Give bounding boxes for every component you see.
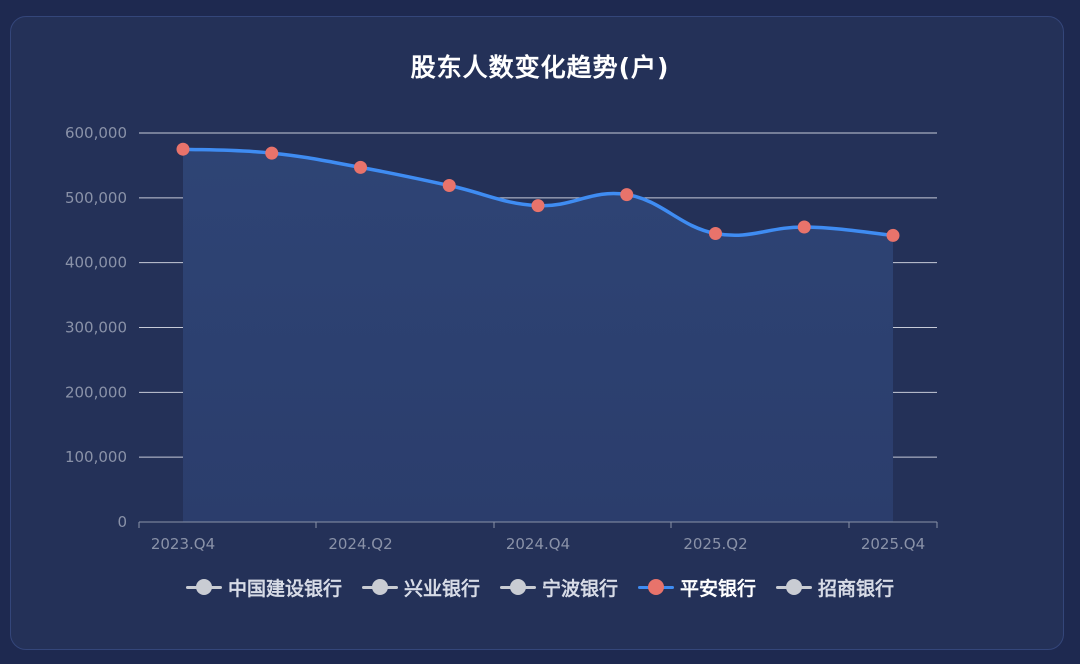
x-tick-label: 2024.Q2 — [328, 535, 392, 553]
legend-label: 招商银行 — [818, 577, 895, 600]
legend-marker-icon — [499, 578, 536, 596]
data-point — [886, 228, 900, 242]
data-point — [797, 220, 811, 234]
legend-label: 平安银行 — [680, 577, 757, 600]
x-tick-label: 2023.Q4 — [151, 535, 215, 553]
x-tick-label: 2025.Q4 — [861, 535, 925, 553]
x-tick-label: 2025.Q2 — [683, 535, 747, 553]
data-point — [620, 188, 634, 202]
y-tick-label: 500,000 — [65, 189, 127, 207]
legend-item[interactable]: 中国建设银行 — [185, 574, 342, 601]
data-point — [354, 160, 367, 174]
legend-label: 宁波银行 — [541, 577, 618, 600]
chart-title: 股东人数变化趋势(户) — [410, 53, 670, 82]
x-tick-label: 2024.Q4 — [506, 535, 570, 553]
legend-item[interactable]: 兴业银行 — [361, 574, 480, 601]
legend-marker-icon — [638, 578, 674, 596]
y-tick-label: 300,000 — [65, 319, 127, 337]
y-tick-label: 400,000 — [65, 254, 127, 272]
y-tick-label: 0 — [117, 513, 127, 531]
data-point — [531, 199, 545, 213]
legend-marker-icon — [776, 578, 813, 596]
y-tick-label: 200,000 — [65, 383, 127, 401]
legend-item[interactable]: 招商银行 — [776, 574, 894, 601]
legend-label: 中国建设银行 — [227, 577, 342, 600]
legend-marker-icon — [361, 578, 398, 596]
legend-item[interactable]: 平安银行 — [638, 574, 756, 601]
data-point — [442, 179, 456, 193]
data-point — [709, 226, 722, 240]
chart-legend: 中国建设银行 兴业银行 宁波银行 平安银行 招商银行 — [0, 572, 1080, 602]
y-tick-label: 600,000 — [65, 124, 127, 142]
series-area — [183, 149, 893, 523]
data-point — [176, 142, 190, 156]
legend-item[interactable]: 宁波银行 — [499, 574, 618, 601]
legend-marker-icon — [185, 578, 222, 596]
legend-label: 兴业银行 — [403, 577, 480, 600]
data-point — [265, 146, 279, 160]
y-tick-label: 100,000 — [65, 448, 127, 466]
